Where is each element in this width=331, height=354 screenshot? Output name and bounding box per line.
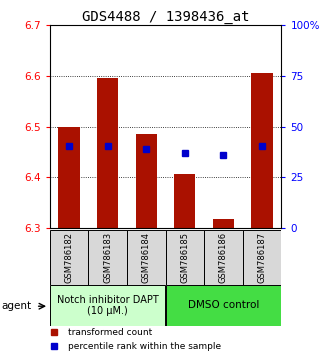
Text: GSM786183: GSM786183 (103, 232, 112, 283)
Text: Notch inhibitor DAPT
(10 μM.): Notch inhibitor DAPT (10 μM.) (57, 295, 159, 316)
Text: GSM786187: GSM786187 (258, 232, 266, 283)
Bar (50, 230, 88, 285)
Bar (166, 285, 281, 326)
Text: GSM786186: GSM786186 (219, 232, 228, 283)
Bar (88, 230, 127, 285)
Bar (97, 78, 118, 228)
Bar (58, 126, 79, 228)
Text: agent: agent (2, 301, 32, 311)
Bar (252, 73, 273, 228)
Text: DMSO control: DMSO control (188, 300, 259, 310)
Text: GSM786184: GSM786184 (142, 232, 151, 283)
Bar (174, 174, 195, 228)
Bar (213, 219, 234, 228)
Bar (127, 230, 166, 285)
Text: percentile rank within the sample: percentile rank within the sample (68, 342, 221, 351)
Bar (50, 285, 166, 326)
Title: GDS4488 / 1398436_at: GDS4488 / 1398436_at (82, 10, 249, 24)
Text: GSM786185: GSM786185 (180, 232, 189, 283)
Bar (166, 230, 204, 285)
Text: transformed count: transformed count (68, 328, 153, 337)
Bar (243, 230, 281, 285)
Text: GSM786182: GSM786182 (65, 232, 73, 283)
Bar (204, 230, 243, 285)
Bar (136, 134, 157, 228)
